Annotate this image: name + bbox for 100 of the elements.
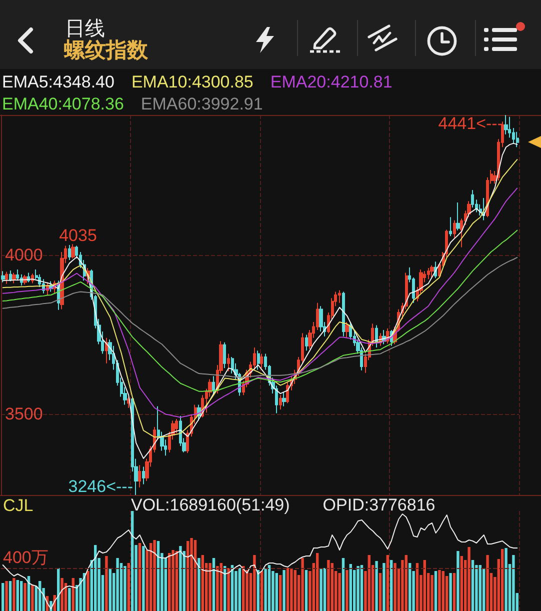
bar	[12, 578, 16, 611]
bar	[253, 555, 256, 611]
candlestick	[257, 350, 260, 370]
bar	[8, 581, 12, 611]
bar	[452, 573, 456, 611]
bar	[286, 568, 290, 611]
bar	[338, 573, 341, 611]
candlestick	[471, 190, 474, 208]
bar	[342, 558, 345, 611]
bar	[468, 547, 470, 611]
candlestick	[504, 114, 508, 135]
bar	[346, 570, 348, 611]
y-tick-label: 4000	[5, 246, 43, 265]
candlestick	[279, 394, 282, 410]
bar	[246, 570, 248, 611]
annotation: VOL:1689160(51:49)	[131, 496, 290, 514]
candlestick	[68, 244, 71, 261]
bar	[323, 568, 326, 611]
candlestick	[427, 267, 430, 280]
bar	[478, 565, 482, 611]
bar	[304, 570, 308, 611]
candlestick	[319, 306, 323, 332]
bar	[5, 581, 8, 611]
candlestick	[449, 216, 452, 237]
bar	[471, 560, 474, 611]
bar	[275, 573, 278, 611]
bar	[504, 548, 508, 611]
bar	[156, 541, 160, 611]
annotation: 4035	[59, 226, 97, 245]
bar	[449, 573, 452, 611]
bar	[375, 561, 378, 611]
candlestick	[9, 270, 12, 281]
bar	[356, 566, 360, 611]
candlestick	[286, 382, 289, 404]
candlestick	[16, 269, 19, 282]
candlestick	[453, 220, 456, 238]
bar	[327, 560, 330, 611]
candlestick	[282, 391, 286, 407]
bar	[416, 563, 419, 611]
bar	[456, 551, 460, 611]
bar	[423, 560, 426, 611]
candlestick	[1, 270, 5, 283]
annotation: OPID:3776816	[322, 496, 436, 514]
bar	[216, 566, 219, 611]
candlestick	[305, 334, 308, 352]
bar	[238, 568, 241, 611]
bar	[482, 568, 486, 611]
text: EMA5:4348.40	[2, 72, 114, 92]
bar	[404, 555, 408, 611]
bar	[68, 588, 71, 611]
bar	[282, 570, 286, 611]
candlestick	[12, 272, 16, 284]
bar	[438, 570, 441, 611]
candlestick	[456, 202, 460, 231]
bar	[378, 573, 382, 611]
bar	[264, 568, 267, 611]
annotation: 3246<---	[68, 477, 133, 496]
candlestick	[212, 376, 215, 396]
candlestick	[138, 464, 141, 488]
bar	[208, 563, 212, 611]
chart-title: CJL	[3, 496, 34, 515]
bar	[153, 540, 156, 611]
bar	[434, 571, 438, 611]
bar	[430, 575, 434, 611]
bar	[394, 563, 396, 611]
text: EMA60:3992.91	[140, 94, 263, 114]
bar	[190, 538, 193, 611]
bar	[179, 546, 182, 611]
candlestick	[430, 264, 434, 278]
candlestick	[227, 353, 230, 372]
text: EMA20:4210.81	[270, 72, 392, 92]
bar	[408, 563, 412, 611]
bar	[20, 581, 23, 611]
bar	[16, 580, 19, 611]
bar	[330, 563, 334, 611]
bar	[86, 571, 90, 611]
bar	[172, 550, 174, 611]
bar	[2, 583, 4, 611]
chart-subtitle: 日线	[65, 17, 105, 40]
line-series	[2, 188, 518, 418]
bar	[142, 546, 145, 611]
candlestick	[223, 342, 226, 369]
bar	[368, 555, 370, 611]
bar	[301, 558, 304, 611]
candlestick	[342, 291, 345, 337]
bar	[24, 583, 26, 611]
candlestick	[516, 131, 519, 148]
candlestick	[260, 353, 263, 369]
ref-line-label: 400万	[3, 548, 48, 567]
chart-title: 螺纹指数	[64, 38, 148, 64]
bar	[72, 578, 74, 611]
bar	[116, 558, 119, 611]
bar	[320, 568, 322, 611]
annotation: 4441<---	[438, 114, 503, 133]
bar	[260, 571, 264, 611]
bar	[486, 555, 489, 611]
bar	[150, 543, 152, 611]
bar	[382, 563, 386, 611]
bar	[349, 564, 352, 611]
bar	[168, 553, 171, 611]
